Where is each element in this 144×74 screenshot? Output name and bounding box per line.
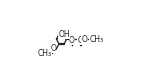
Text: OH: OH (58, 30, 70, 39)
Text: O: O (50, 44, 56, 53)
Text: O: O (82, 35, 88, 44)
Text: CH₃: CH₃ (89, 35, 103, 44)
Text: O: O (69, 36, 75, 45)
Text: CH₃: CH₃ (38, 49, 52, 58)
Text: O: O (77, 36, 83, 45)
